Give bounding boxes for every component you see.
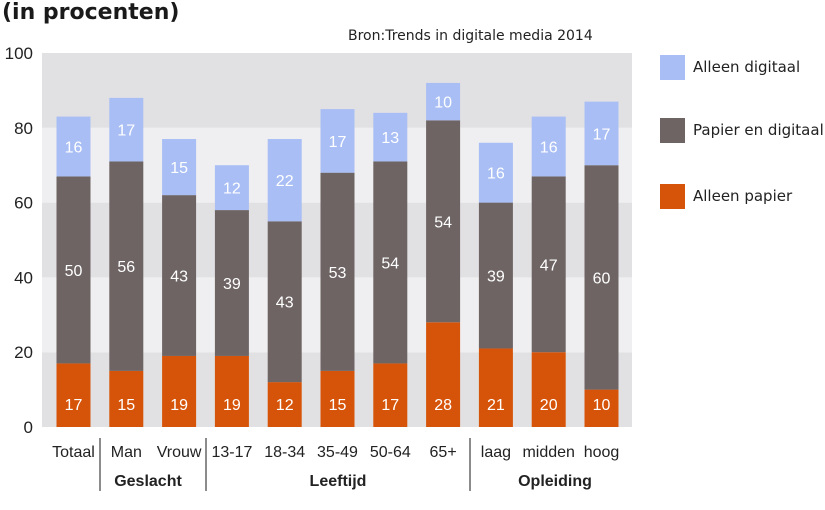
legend-label-alleen-digitaal: Alleen digitaal <box>693 58 801 76</box>
chart-title: (in procenten) <box>2 0 180 25</box>
bar-segment <box>267 221 302 383</box>
bar-segment <box>56 116 91 177</box>
x-tick-label: 13-17 <box>211 444 252 461</box>
data-label: 16 <box>540 140 558 157</box>
bar-segment <box>214 165 249 211</box>
y-tick-label: 0 <box>24 418 33 437</box>
data-label: 54 <box>434 214 452 231</box>
x-tick-label: laag <box>481 444 511 461</box>
bar-segment <box>56 363 91 427</box>
data-label: 15 <box>170 160 188 177</box>
data-label: 43 <box>170 269 188 286</box>
data-label: 17 <box>381 397 399 414</box>
bar-segment <box>478 142 513 203</box>
group-label: Leeftijd <box>310 473 367 490</box>
y-tick-label: 100 <box>5 44 33 63</box>
data-label: 17 <box>117 123 135 140</box>
y-tick-label: 60 <box>14 194 33 213</box>
data-label: 39 <box>223 276 241 293</box>
bar-segment <box>320 109 355 173</box>
bar-segment <box>109 97 144 162</box>
data-label: 50 <box>65 263 83 280</box>
bar-segment <box>162 195 197 356</box>
bar-segment <box>162 139 197 196</box>
bar-segment <box>267 382 302 427</box>
legend-label-papier-en-digitaal: Papier en digitaal <box>693 121 824 139</box>
x-tick-label: Vrouw <box>157 444 202 461</box>
data-label: 60 <box>593 270 611 287</box>
bar-segment <box>426 82 461 121</box>
bar-segment <box>478 348 513 427</box>
data-label: 39 <box>487 269 505 286</box>
data-label: 10 <box>434 95 452 112</box>
data-label: 47 <box>540 257 558 274</box>
data-label: 16 <box>65 140 83 157</box>
bar-segment <box>56 176 91 364</box>
y-tick-label: 40 <box>14 268 33 287</box>
y-tick-label: 80 <box>14 119 33 138</box>
bar-segment <box>162 355 197 427</box>
data-label: 17 <box>329 134 347 151</box>
data-label: 10 <box>593 397 611 414</box>
bar-segment <box>531 116 566 177</box>
bar-segment <box>426 322 461 427</box>
data-label: 20 <box>540 397 558 414</box>
data-label: 19 <box>170 397 188 414</box>
data-label: 43 <box>276 295 294 312</box>
bar-segment <box>214 355 249 427</box>
data-label: 28 <box>434 397 452 414</box>
bar-segment <box>584 101 619 166</box>
legend-swatch-alleen-digitaal <box>660 55 685 80</box>
y-tick-label: 20 <box>14 343 33 362</box>
x-tick-label: 35-49 <box>317 444 358 461</box>
x-tick-label: 18-34 <box>264 444 305 461</box>
bar-segment <box>214 210 249 356</box>
bar-segment <box>267 139 302 222</box>
bar-segment <box>109 370 144 427</box>
bar-segment <box>584 389 619 427</box>
bar-segment <box>584 165 619 390</box>
data-label: 12 <box>276 397 294 414</box>
data-label: 13 <box>381 130 399 147</box>
x-tick-label: Totaal <box>52 444 95 461</box>
bar-segment <box>426 120 461 323</box>
bar-segment <box>478 202 513 349</box>
data-label: 56 <box>117 259 135 276</box>
bar-segment <box>320 172 355 371</box>
data-label: 17 <box>65 397 83 414</box>
legend-swatch-papier-en-digitaal <box>660 118 685 143</box>
bar-segment <box>320 370 355 427</box>
x-tick-label: Man <box>111 444 142 461</box>
data-label: 21 <box>487 397 505 414</box>
data-label: 22 <box>276 173 294 190</box>
x-tick-label: hoog <box>584 444 620 461</box>
data-label: 16 <box>487 166 505 183</box>
x-tick-label: 65+ <box>430 444 457 461</box>
bar-segment <box>373 112 408 162</box>
data-label: 54 <box>381 255 399 272</box>
bar-segment <box>531 352 566 427</box>
bar-segment <box>531 176 566 353</box>
source-note: Bron:Trends in digitale media 2014 <box>348 28 593 44</box>
group-label: Geslacht <box>114 473 182 490</box>
bar-segment <box>109 161 144 371</box>
data-label: 17 <box>593 126 611 143</box>
data-label: 15 <box>329 397 347 414</box>
data-label: 19 <box>223 397 241 414</box>
legend-swatch-alleen-papier <box>660 184 685 209</box>
data-label: 15 <box>117 397 135 414</box>
x-tick-label: 50-64 <box>370 444 411 461</box>
data-label: 12 <box>223 181 241 198</box>
data-label: 53 <box>329 265 347 282</box>
bar-segment <box>373 161 408 364</box>
bar-segment <box>373 363 408 427</box>
x-tick-label: midden <box>522 444 574 461</box>
group-label: Opleiding <box>518 473 592 490</box>
legend-label-alleen-papier: Alleen papier <box>693 187 793 205</box>
